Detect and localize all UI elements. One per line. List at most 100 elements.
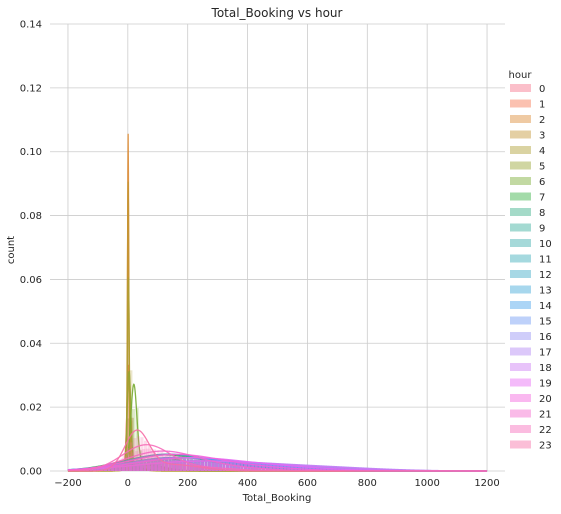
histogram-bar: [186, 457, 190, 471]
histogram-bar: [96, 468, 100, 471]
histogram-bar: [145, 465, 149, 471]
histogram-bar: [175, 463, 179, 471]
histogram-bar: [190, 458, 194, 471]
histogram-bar: [93, 468, 97, 471]
legend-entry: 10: [539, 239, 552, 250]
histogram-bar: [136, 436, 140, 471]
histogram-bar: [153, 460, 157, 471]
histogram-bar: [222, 464, 226, 471]
histogram-bar: [107, 466, 111, 471]
histogram-bar: [143, 462, 147, 471]
histogram-bar: [240, 464, 244, 471]
histogram-bar: [139, 463, 143, 471]
histogram-bar: [154, 460, 158, 471]
histogram-bar: [197, 458, 201, 471]
histogram-bar: [287, 466, 291, 471]
histogram-bar: [132, 466, 136, 471]
histogram-bar: [211, 461, 215, 471]
histogram-bar: [258, 463, 262, 471]
histogram-bar: [147, 445, 151, 471]
histogram-bar: [132, 461, 136, 471]
histogram-bar: [89, 468, 93, 471]
legend-swatch: [510, 270, 531, 278]
histogram-bar: [164, 457, 169, 471]
histogram-bar: [107, 468, 111, 471]
histogram-bar: [118, 462, 122, 471]
histogram-bar: [93, 468, 97, 471]
y-axis-label: count: [6, 236, 17, 264]
histogram-bar: [222, 462, 226, 471]
histogram-bar: [134, 465, 138, 471]
histogram-bar: [124, 456, 128, 471]
histogram-bar: [157, 461, 161, 471]
histogram-bar: [142, 462, 146, 471]
histogram-bar: [154, 454, 158, 471]
histogram-bar: [143, 456, 147, 471]
histogram-bar: [229, 463, 233, 471]
histogram-bar: [157, 454, 161, 471]
histogram-bar: [125, 462, 129, 471]
legend-entry: 16: [539, 332, 552, 343]
histogram-bar: [132, 463, 136, 471]
histogram-bar: [203, 467, 207, 471]
histogram-bar: [161, 457, 165, 471]
histogram-bar: [175, 459, 179, 471]
histogram-bar: [111, 465, 115, 471]
histogram-bar: [276, 465, 280, 471]
histogram-bar: [121, 467, 125, 471]
histogram-bar: [233, 462, 237, 471]
histogram-bar: [114, 463, 118, 471]
histogram-bar: [164, 463, 169, 471]
histogram-bar: [113, 462, 117, 471]
histogram-bar: [150, 454, 154, 471]
histogram-bar: [240, 466, 244, 471]
histogram-bar: [218, 460, 222, 471]
histogram-bar: [164, 460, 169, 471]
legend-swatch: [510, 440, 531, 449]
x-tick-label: 1200: [474, 478, 499, 489]
histogram-bar: [215, 462, 219, 471]
series-layer: [67, 133, 488, 472]
histogram-bar: [160, 460, 164, 471]
histogram-bar: [204, 460, 208, 471]
legend-entry: 2: [539, 115, 545, 126]
histogram-bar: [258, 467, 262, 471]
histogram-bar: [272, 465, 276, 471]
histogram-bar: [146, 464, 151, 471]
histogram-bar: [211, 462, 215, 471]
histogram-bar: [118, 465, 122, 471]
histogram-bar: [168, 459, 172, 471]
histogram-bar: [154, 464, 158, 471]
histogram-bar: [140, 468, 144, 471]
histogram-bar: [114, 467, 118, 471]
histogram-bar: [146, 459, 151, 471]
histogram-bar: [168, 463, 172, 471]
histogram-bar: [152, 466, 156, 471]
legend-entry: 15: [539, 317, 552, 328]
histogram-bar: [129, 464, 133, 471]
histogram-bar: [161, 462, 166, 471]
histogram-bar: [204, 458, 208, 471]
histogram-bar: [236, 463, 240, 471]
histogram-bar: [319, 467, 323, 471]
histogram-bar: [132, 463, 136, 471]
histogram-bar: [269, 468, 273, 471]
histogram-bar: [190, 459, 194, 471]
histogram-bar: [164, 460, 169, 471]
histogram-bar: [247, 466, 251, 471]
histogram-bar: [129, 463, 133, 471]
histogram-bar: [136, 463, 140, 471]
histogram-bar: [154, 461, 158, 471]
histogram-bar: [185, 463, 189, 471]
histogram-bar: [89, 469, 93, 471]
histogram-bar: [96, 467, 100, 471]
histogram-bar: [211, 462, 215, 471]
histogram-bar: [139, 465, 143, 471]
histogram-bar: [143, 462, 147, 471]
histogram-bar: [91, 469, 95, 471]
histogram-bar: [143, 463, 147, 471]
histogram-bar: [161, 457, 165, 471]
histogram-bar: [108, 468, 112, 471]
histogram-bar: [179, 463, 183, 471]
histogram-bar: [136, 462, 140, 471]
